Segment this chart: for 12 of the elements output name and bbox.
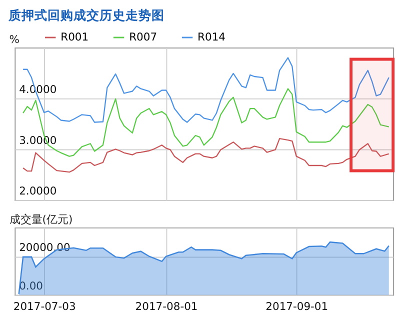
y-axis-title: 成交量(亿元) [9,213,73,226]
chart-title: 质押式回购成交历史走势图 [7,8,164,23]
y-tick-label: 2.0000 [19,184,57,198]
legend-label: R007 [129,30,158,44]
y-tick-label: 20000.00 [19,240,71,254]
legend-label: R014 [198,30,226,44]
y-tick-label: 0.00 [19,280,44,293]
x-tick-label: 2017-08-01 [135,300,198,314]
legend-label: R001 [60,30,89,44]
x-tick-label: 2017-09-01 [266,300,328,314]
x-tick-label: 2017-07-03 [13,300,76,314]
y-axis-title: % [9,33,20,46]
